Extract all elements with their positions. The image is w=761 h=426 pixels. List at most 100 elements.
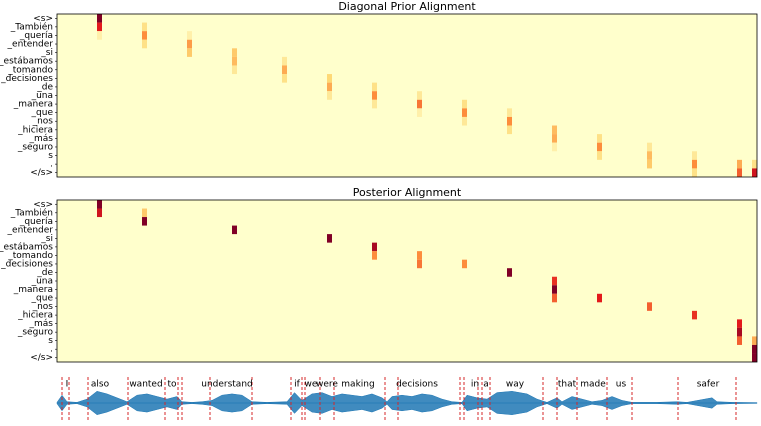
y-tick-label: _que [31, 294, 54, 304]
y-tick-label: _También [10, 207, 53, 218]
y-tick-label: _decisiones [0, 259, 53, 269]
heatmap-cell [647, 302, 652, 311]
heatmap-cell [97, 22, 102, 32]
word-label: a [483, 380, 489, 390]
heatmap-cell [752, 336, 757, 345]
heatmap-cell [507, 116, 512, 126]
heatmap-cell [647, 159, 652, 169]
heatmap-cell [372, 251, 377, 260]
heatmap-cell [417, 91, 422, 100]
heatmap-cell [187, 31, 192, 40]
y-tick-label: _estábamos [0, 242, 53, 252]
heatmap-cell [417, 251, 422, 260]
y-tick-label: s [48, 151, 53, 161]
y-tick-label: _seguro [17, 142, 54, 152]
word-label: wanted [129, 380, 162, 390]
y-tick-label: _entender [7, 225, 54, 235]
y-tick-label: _si [40, 48, 53, 58]
plot-frame [56, 199, 758, 363]
word-label: if [294, 380, 301, 390]
y-tick-label: s [48, 336, 53, 346]
plot-frame [56, 13, 758, 178]
heatmap-cell [647, 142, 652, 152]
heatmap-cell [752, 353, 757, 362]
y-tick-label: _de [36, 268, 53, 278]
y-tick-label: _nos [32, 117, 54, 127]
heatmap-cell [552, 276, 557, 286]
y-tick-label: <s> [33, 200, 53, 210]
y-tick-label: _tomando [7, 251, 53, 261]
heatmap-cell [327, 82, 332, 92]
heatmap-cell [552, 285, 557, 294]
word-label: making [341, 380, 374, 390]
y-tick-label: _tomando [7, 65, 53, 75]
chart-title: Diagonal Prior Alignment [338, 0, 476, 13]
y-tick-label: </s> [30, 353, 53, 363]
word-label: that [558, 380, 577, 390]
y-tick-label: . [50, 160, 53, 170]
heatmap-cell [507, 108, 512, 117]
heatmap-cell [97, 200, 102, 209]
heatmap-cell [737, 327, 742, 337]
heatmap-cell [327, 234, 332, 243]
heatmap-cell [752, 159, 757, 169]
heatmap-cell [232, 225, 237, 235]
word-label: I [66, 380, 69, 390]
y-tick-label: _que [31, 108, 54, 118]
heatmap-cell [372, 242, 377, 252]
word-label: made [580, 380, 606, 390]
heatmap-cell [752, 168, 757, 177]
y-tick-label: _hiciera [17, 311, 53, 321]
y-tick-label: _manera [13, 285, 53, 295]
heatmap-cell [737, 168, 742, 177]
heatmap-cell [372, 82, 377, 92]
y-tick-label: _estábamos [0, 57, 53, 67]
heatmap-cell [552, 293, 557, 303]
y-tick-label: . [50, 345, 53, 355]
word-label: we [305, 380, 318, 390]
heatmap-cell [692, 151, 697, 160]
heatmap-cell [507, 268, 512, 277]
y-tick-label: _de [36, 82, 53, 92]
word-label: understand [201, 380, 253, 390]
heatmap-cell [417, 99, 422, 109]
word-label: to [167, 380, 177, 390]
y-tick-label: _decisiones [0, 74, 53, 84]
y-tick-label: _hiciera [17, 125, 53, 135]
y-tick-label: _nos [32, 302, 54, 312]
y-tick-label: _una [31, 91, 53, 101]
heatmap-cell [737, 159, 742, 169]
word-label: were [316, 380, 338, 390]
heatmap-cell [232, 48, 237, 57]
heatmap-cell [552, 134, 557, 143]
heatmap-cell [282, 74, 287, 83]
heatmap-cell [232, 56, 237, 66]
y-tick-label: _seguro [17, 328, 54, 338]
heatmap-cell [282, 65, 287, 75]
heatmap-cell [372, 91, 377, 100]
heatmap-cell [692, 310, 697, 320]
heatmap-cell [142, 22, 147, 32]
word-label: us [616, 380, 627, 390]
y-tick-label: _También [10, 21, 53, 32]
word-label: way [506, 380, 525, 390]
heatmap-cell [462, 259, 467, 269]
heatmap-cell [142, 39, 147, 49]
heatmap-cell [507, 125, 512, 135]
heatmap-cell [737, 319, 742, 328]
heatmap-cell [327, 74, 332, 83]
word-label: in [471, 380, 479, 390]
heatmap-cell [597, 134, 602, 143]
heatmap-cell [417, 108, 422, 117]
heatmap-cell [462, 99, 467, 109]
y-tick-label: _una [31, 277, 53, 287]
heatmap-cell [597, 293, 602, 303]
y-tick-label: <s> [33, 14, 53, 24]
word-label: decisions [396, 380, 438, 390]
heatmap-cell [187, 39, 192, 49]
heatmap-cell [597, 151, 602, 160]
chart-title: Posterior Alignment [353, 186, 462, 199]
heatmap-cell [282, 56, 287, 66]
